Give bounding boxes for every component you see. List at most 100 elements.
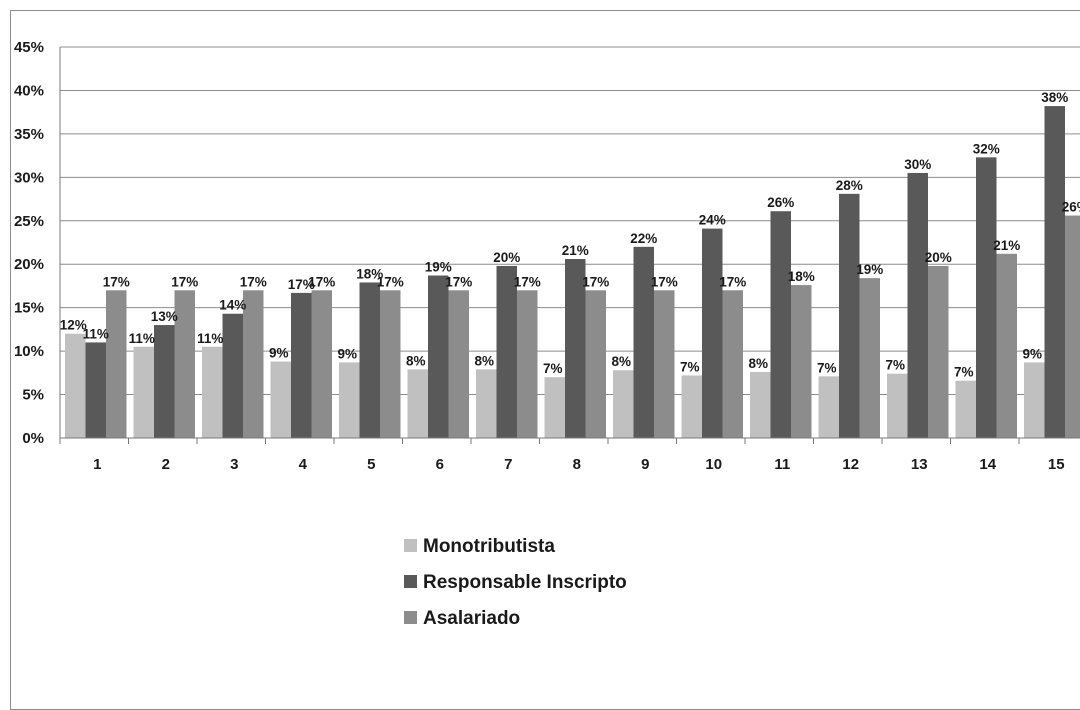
x-category-label: 11 [774, 456, 790, 473]
data-label-responsable-inscripto-12: 28% [836, 178, 863, 193]
bar-monotributista-9 [613, 370, 634, 438]
legend-label-monotributista: Monotributista [423, 536, 555, 557]
data-label-monotributista-5: 9% [337, 346, 357, 361]
data-labels: 12%11% 11%9% 9% 8% 8%7% 8% 7% 8% 7% 7% 7%9%11%13%1… [60, 90, 1080, 380]
x-category-label: 15 [1048, 456, 1065, 473]
bar-responsable-inscripto-9 [633, 246, 654, 438]
bar-asalariado-11 [791, 285, 812, 438]
data-label-asalariado-14: 21% [993, 238, 1020, 253]
legend-swatch-asalariado [404, 611, 417, 624]
bars [65, 106, 1080, 439]
y-tick-label: 10% [14, 343, 44, 360]
bar-asalariado-14 [996, 253, 1017, 438]
data-label-responsable-inscripto-10: 24% [699, 213, 726, 228]
bar-asalariado-15 [1065, 215, 1080, 438]
data-label-asalariado-3: 17% [240, 274, 267, 289]
x-category-label: 13 [911, 456, 928, 473]
x-category-label: 7 [504, 456, 512, 473]
bar-monotributista-7 [476, 369, 497, 438]
data-label-asalariado-6: 17% [445, 274, 472, 289]
x-axis-category-labels: 1 2 3 4 5 6 7 8 9 10 11 12 13 14 15 [93, 456, 1065, 473]
bar-monotributista-12 [818, 376, 839, 438]
data-label-monotributista-1: 12% [60, 318, 87, 333]
bar-responsable-inscripto-2 [154, 325, 175, 438]
data-label-responsable-inscripto-7: 20% [493, 250, 520, 265]
data-label-asalariado-10: 17% [719, 274, 746, 289]
axes [59, 47, 1080, 444]
bar-responsable-inscripto-13 [907, 172, 928, 438]
bar-responsable-inscripto-6 [428, 275, 449, 438]
y-tick-label: 15% [14, 300, 44, 317]
legend-swatch-responsable-inscripto [404, 575, 417, 588]
data-label-monotributista-7: 8% [474, 353, 494, 368]
x-category-label: 5 [367, 456, 375, 473]
data-label-responsable-inscripto-4: 17% [288, 277, 315, 292]
data-label-asalariado-5: 17% [377, 274, 404, 289]
bar-responsable-inscripto-8 [565, 259, 586, 438]
bar-responsable-inscripto-11 [770, 211, 791, 438]
data-label-monotributista-13: 7% [885, 358, 905, 373]
data-label-responsable-inscripto-1: 11% [83, 326, 109, 341]
data-label-asalariado-12: 19% [856, 262, 883, 277]
bar-monotributista-5 [339, 362, 360, 438]
bar-asalariado-9 [654, 290, 675, 438]
bar-monotributista-15 [1024, 362, 1045, 438]
x-category-label: 8 [573, 456, 581, 473]
data-label-responsable-inscripto-3: 14% [219, 298, 246, 313]
bar-monotributista-2 [133, 346, 154, 438]
data-label-asalariado-2: 17% [171, 274, 198, 289]
bar-responsable-inscripto-4 [291, 292, 312, 438]
data-label-monotributista-12: 7% [817, 360, 837, 375]
data-label-asalariado-15: 26% [1062, 200, 1080, 215]
bar-asalariado-5 [380, 290, 401, 438]
bar-monotributista-13 [887, 373, 908, 438]
data-label-responsable-inscripto-5: 18% [356, 266, 383, 281]
bar-responsable-inscripto-3 [222, 313, 243, 438]
bar-asalariado-7 [517, 290, 538, 438]
data-label-asalariado-11: 18% [788, 269, 815, 284]
x-category-label: 14 [979, 456, 996, 473]
bar-asalariado-13 [928, 265, 949, 438]
data-label-responsable-inscripto-9: 22% [630, 231, 657, 246]
data-label-monotributista-6: 8% [406, 353, 426, 368]
y-tick-label: 35% [14, 126, 44, 143]
y-tick-label: 25% [14, 213, 44, 230]
bar-asalariado-8 [585, 290, 606, 438]
bar-asalariado-12 [859, 278, 880, 438]
bar-responsable-inscripto-12 [839, 193, 860, 438]
bar-monotributista-3 [202, 346, 223, 438]
data-label-asalariado-7: 17% [514, 274, 541, 289]
data-label-asalariado-4: 17% [308, 274, 335, 289]
data-label-asalariado-8: 17% [582, 274, 609, 289]
x-category-label: 4 [299, 456, 308, 473]
data-label-monotributista-4: 9% [269, 346, 289, 361]
x-category-label: 12 [842, 456, 859, 473]
x-category-label: 10 [705, 456, 722, 473]
bar-responsable-inscripto-15 [1044, 106, 1065, 438]
bar-asalariado-2 [174, 290, 195, 438]
y-tick-label: 5% [22, 387, 44, 404]
bar-responsable-inscripto-10 [702, 228, 723, 438]
bar-asalariado-3 [243, 290, 264, 438]
legend-label-responsable-inscripto: Responsable Inscripto [423, 572, 627, 593]
y-tick-label: 20% [14, 256, 44, 273]
data-label-monotributista-3: 11% [197, 331, 223, 346]
x-category-label: 3 [230, 456, 238, 473]
bar-asalariado-10 [722, 290, 743, 438]
data-label-monotributista-9: 8% [611, 354, 631, 369]
bar-monotributista-6 [407, 369, 428, 438]
y-axis-tick-labels: 0% 5% 10% 15% 20% 25% 30% 35% 40% 45% [14, 39, 44, 447]
bar-monotributista-11 [750, 371, 771, 438]
bar-monotributista-1 [65, 333, 86, 438]
legend-label-asalariado: Asalariado [423, 608, 520, 629]
data-label-responsable-inscripto-6: 19% [425, 260, 452, 275]
y-tick-label: 40% [14, 82, 44, 99]
data-label-responsable-inscripto-15: 38% [1041, 90, 1068, 105]
data-label-responsable-inscripto-8: 21% [562, 243, 589, 258]
y-tick-label: 0% [22, 430, 44, 447]
data-label-asalariado-1: 17% [103, 274, 130, 289]
bar-chart: 0%5%10%15%20%25%30%35%40%45% 1 2 3 4 5 6 7 8 9 10… [14, 39, 1080, 629]
y-tick-label: 30% [14, 169, 44, 186]
data-label-monotributista-2: 11% [129, 331, 155, 346]
data-label-monotributista-11: 8% [748, 356, 768, 371]
